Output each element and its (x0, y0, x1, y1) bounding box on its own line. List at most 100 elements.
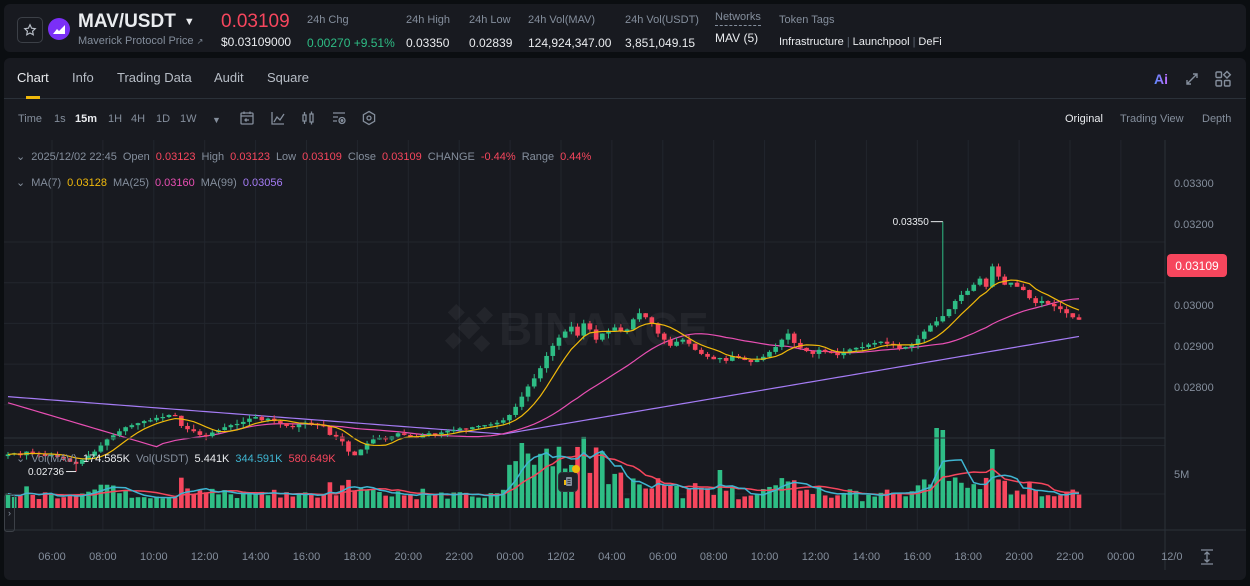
volume-tick: 5M (1174, 469, 1190, 481)
interval-1w[interactable]: 1W (180, 113, 197, 125)
indicators-icon[interactable] (270, 110, 286, 126)
expand-icon[interactable] (1183, 70, 1201, 88)
price-chart[interactable]: BINANCE 0.03350 0.02736 ⌄ 2025/12/02 22:45… (4, 140, 1246, 580)
time-tick: 14:00 (241, 551, 270, 563)
view-depth[interactable]: Depth (1202, 113, 1232, 125)
settings-hexagon-icon[interactable] (361, 110, 377, 126)
star-icon (23, 23, 37, 36)
time-tick: 12/02 (547, 551, 575, 563)
stat-value: 0.03350 (406, 36, 450, 50)
open-value: 0.03123 (155, 151, 196, 163)
ma7-label: MA(7) (31, 177, 62, 189)
candlestick-chart[interactable]: BINANCE 0.03350 0.02736 (4, 140, 1246, 580)
time-tick: 04:00 (598, 551, 626, 563)
collapse-chevron-icon[interactable]: ⌄ (16, 177, 26, 189)
time-tick: 12:00 (801, 551, 830, 563)
low-value: 0.03109 (302, 151, 342, 163)
close-value: 0.03109 (382, 151, 422, 163)
stat-label: Networks (715, 11, 761, 26)
stat-24h-low: 24h Low 0.02839 (469, 14, 512, 50)
interval-4h[interactable]: 4H (131, 113, 146, 125)
ma99-value: 0.03056 (242, 177, 283, 189)
price-tick: 0.03000 (1174, 300, 1214, 312)
favorite-button[interactable] (17, 17, 43, 43)
stat-label: Token Tags (779, 14, 835, 26)
vol-ma10-value: 580.649K (288, 453, 336, 465)
chart-settings-list-icon[interactable] (331, 110, 347, 126)
external-link-icon: ↗ (196, 37, 204, 46)
range-label: Range (521, 151, 555, 163)
interval-1h[interactable]: 1H (108, 113, 123, 125)
tab-trading-data[interactable]: Trading Data (117, 70, 192, 85)
view-original[interactable]: Original (1065, 113, 1103, 125)
expand-panel-handle[interactable]: › (4, 494, 15, 532)
stat-value: 3,851,049.15 (625, 36, 696, 50)
time-tick: 08:00 (699, 551, 728, 563)
time-tick: 14:00 (852, 551, 881, 563)
view-trading-view[interactable]: Trading View (1120, 113, 1184, 125)
ma99-label: MA(99) (200, 177, 237, 189)
news-icon[interactable] (558, 472, 578, 492)
svg-text:BINANCE: BINANCE (499, 303, 709, 355)
time-label: Time (18, 113, 43, 125)
time-tick: 16:00 (903, 551, 932, 563)
stat-value: 0.00270 +9.51% (307, 36, 395, 50)
tag-infrastructure[interactable]: Infrastructure (779, 36, 844, 48)
tab-audit[interactable]: Audit (214, 70, 244, 85)
ma-legend: ⌄ MA(7) 0.03128 MA(25) 0.03160 MA(99) 0.03056 (16, 176, 289, 189)
close-label: Close (347, 151, 377, 163)
stat-24h-vol-usdt: 24h Vol(USDT) 3,851,049.15 (625, 14, 699, 50)
ohlc-legend: ⌄ 2025/12/02 22:45 Open 0.03123 High 0.03123 L… (16, 150, 597, 163)
current-price-badge: 0.03109 (1167, 254, 1227, 277)
candle-datetime: 2025/12/02 22:45 (31, 151, 117, 163)
coin-logo (48, 18, 70, 40)
interval-1d[interactable]: 1D (156, 113, 171, 125)
active-tab-indicator (26, 96, 40, 99)
vol-ma5-value: 344.591K (235, 453, 283, 465)
vol-usdt-value: 5.441K (194, 453, 230, 465)
high-label: High (201, 151, 225, 163)
stat-networks[interactable]: Networks MAV (5) (715, 11, 761, 45)
pair-selector[interactable]: MAV/USDT ▼ (78, 11, 195, 33)
svg-text:0.03350: 0.03350 (893, 217, 930, 228)
auto-scale-icon[interactable] (1199, 548, 1215, 566)
interval-1s[interactable]: 1s (54, 113, 66, 125)
usd-price: $0.03109000 (221, 35, 292, 49)
more-intervals-caret-icon[interactable]: ▼ (212, 115, 221, 125)
time-tick: 00:00 (496, 551, 524, 563)
collapse-chevron-icon[interactable]: ⌄ (16, 453, 26, 465)
ma25-label: MA(25) (112, 177, 149, 189)
ai-icon[interactable]: Ai (1154, 71, 1168, 87)
time-tick: 20:00 (1005, 551, 1033, 563)
ma25-value: 0.03160 (155, 177, 195, 189)
layout-grid-icon[interactable] (1214, 70, 1232, 88)
tab-chart[interactable]: Chart (17, 70, 49, 85)
time-tick: 12/0 (1161, 551, 1183, 563)
low-label: Low (275, 151, 297, 163)
time-tick: 20:00 (394, 551, 423, 563)
time-tick: 12:00 (190, 551, 219, 563)
tab-info[interactable]: Info (72, 70, 94, 85)
stat-value: 0.02839 (469, 36, 513, 50)
stat-label: 24h Low (469, 14, 511, 26)
token-tags: Infrastructure | Launchpool | DeFi (779, 36, 942, 48)
last-price: 0.03109 (221, 11, 290, 32)
time-tick: 10:00 (140, 551, 168, 563)
coin-name-link[interactable]: Maverick Protocol Price ↗ (78, 35, 203, 47)
tab-square[interactable]: Square (267, 70, 309, 85)
time-tick: 22:00 (445, 551, 473, 563)
tag-launchpool[interactable]: Launchpool (852, 36, 910, 48)
time-tick: 18:00 (343, 551, 372, 563)
range-value: 0.44% (560, 151, 592, 163)
stat-label: 24h High (406, 14, 451, 26)
tag-defi[interactable]: DeFi (918, 36, 942, 48)
interval-15m[interactable]: 15m (75, 113, 98, 125)
candle-type-icon[interactable] (300, 110, 316, 126)
volume-legend: ⌄ Vol(MAV) 174.585K Vol(USDT) 5.441K 344.591K… (16, 452, 342, 465)
time-tick: 10:00 (750, 551, 779, 563)
chart-tabs: Chart Info Trading Data Audit Square Ai (4, 58, 1246, 99)
collapse-chevron-icon[interactable]: ⌄ (16, 151, 26, 163)
high-value: 0.03123 (230, 151, 270, 163)
stat-value: 124,924,347.00 (528, 36, 612, 50)
date-range-icon[interactable] (239, 110, 255, 126)
